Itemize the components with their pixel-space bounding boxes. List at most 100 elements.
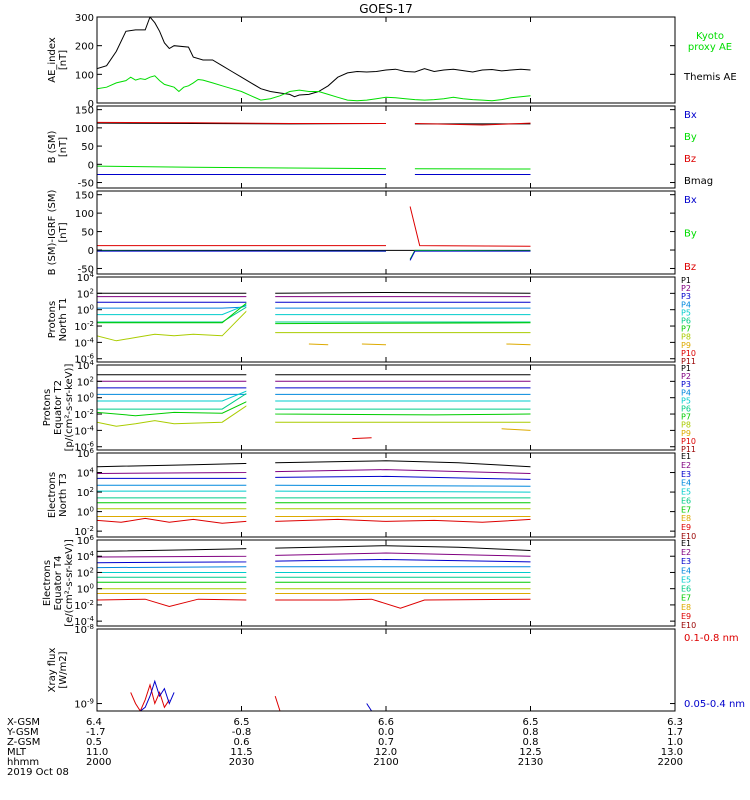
y-axis-label-electrons_t4: Electrons	[42, 560, 53, 606]
channel-label-protons_t2: P1	[681, 364, 691, 373]
orbit-row-label: hhmm	[7, 757, 39, 768]
legend-entry-ae: Themis AE	[683, 72, 737, 83]
series-line-protons_t1-5	[97, 306, 531, 323]
series-line-ae-1	[97, 75, 531, 102]
channel-label-protons_t1: P2	[681, 284, 691, 293]
orbit-value: 0.8	[523, 737, 539, 748]
orbit-value: 12.0	[375, 747, 397, 758]
series-line-xray-0	[130, 683, 170, 711]
orbit-value: 0.7	[378, 737, 394, 748]
y-tick-label-electrons_t4: 106	[77, 534, 95, 547]
channel-label-electrons_t4: E5	[681, 575, 691, 584]
y-tick-label-ae: 100	[75, 70, 94, 81]
y-tick-label-bsm: 100	[75, 124, 94, 135]
y-tick-label-ae: 300	[75, 13, 94, 24]
orbit-row-label: MLT	[7, 747, 27, 758]
channel-label-electrons_t4: E7	[681, 594, 691, 603]
orbit-value: 13.0	[661, 747, 683, 758]
series-line-protons_t1-0	[97, 291, 531, 294]
date-label: 2019 Oct 08	[7, 767, 69, 778]
channel-label-electrons_t4: E10	[681, 621, 696, 630]
y-axis-label-ae: AE_index	[47, 37, 58, 83]
channel-label-electrons_t3: E4	[681, 479, 691, 488]
orbit-value: 1.7	[667, 727, 683, 738]
channel-label-protons_t1: P10	[681, 349, 696, 358]
orbit-value: 6.3	[667, 717, 683, 728]
y-tick-label-bigrf: -50	[78, 264, 94, 275]
series-line-bigrf-3	[97, 250, 531, 261]
series-line-xray-2	[274, 695, 281, 711]
legend-entry-bsm: Bz	[684, 154, 696, 165]
y-tick-label-bsm: 50	[81, 142, 94, 153]
legend-entry-bigrf: By	[684, 229, 697, 240]
channel-label-electrons_t4: E3	[681, 557, 691, 566]
panel-frame-protons_t2	[96, 364, 676, 451]
y-tick-label-protons_t2: 10-2	[74, 408, 94, 421]
y-tick-label-electrons_t3: 102	[77, 486, 94, 499]
y-axis-label-bsm: B (SM)	[47, 130, 58, 163]
channel-label-protons_t1: P7	[681, 325, 691, 334]
channel-label-protons_t2: P9	[681, 429, 691, 438]
orbit-value: 6.5	[234, 717, 250, 728]
series-line-bigrf-1	[97, 206, 531, 247]
plot-title: GOES-17	[359, 2, 413, 16]
channel-label-protons_t2: P8	[681, 421, 691, 430]
series-line-electrons_t3-0	[97, 460, 531, 468]
series-line-electrons_t4-1	[97, 552, 531, 558]
y-tick-label-protons_t2: 102	[77, 375, 94, 388]
y-axis-label-electrons_t3: North T3	[58, 473, 69, 517]
legend-entry-xray: 0.05-0.4 nm	[684, 699, 745, 710]
series-line-protons_t2-4	[97, 390, 531, 402]
y-tick-label-ae: 200	[75, 42, 94, 53]
channel-label-electrons_t3: E2	[681, 461, 691, 470]
orbit-value: 12.5	[519, 747, 541, 758]
legend-entry-ae: Kyoto	[696, 31, 724, 42]
legend-entry-ae: proxy AE	[688, 42, 732, 53]
y-tick-label-protons_t2: 100	[77, 392, 94, 405]
series-line-bsm-1	[97, 121, 531, 126]
y-axis-label-bsm: [nT]	[58, 137, 69, 157]
series-line-protons_t2-8	[501, 428, 531, 431]
series-line-electrons_t3-9	[97, 517, 531, 524]
channel-label-protons_t1: P4	[681, 300, 691, 309]
y-axis-label-protons_t1: Protons	[47, 301, 58, 338]
channel-label-protons_t2: P6	[681, 405, 691, 414]
channel-label-protons_t1: P1	[681, 276, 691, 285]
y-tick-label-ae: 0	[88, 99, 94, 110]
legend-entry-bsm: By	[684, 132, 697, 143]
channel-label-electrons_t3: E10	[681, 532, 696, 541]
y-tick-label-protons_t2: 104	[77, 359, 95, 372]
y-axis-label-ae: [nT]	[58, 50, 69, 70]
y-axis-label-protons_t1: North T1	[58, 298, 69, 342]
data-gap-electrons_t4	[246, 540, 276, 626]
y-tick-label-protons_t1: 10-4	[74, 336, 94, 349]
orbit-value: 0.0	[378, 727, 394, 738]
channel-label-protons_t2: P5	[681, 396, 691, 405]
orbit-value: 0.5	[86, 737, 102, 748]
data-gap-protons_t2	[246, 365, 276, 450]
series-line-protons_t2-5	[97, 393, 531, 410]
y-tick-label-electrons_t4: 102	[77, 566, 94, 579]
channel-label-electrons_t4: E6	[681, 585, 691, 594]
channel-label-protons_t2: P11	[681, 445, 696, 454]
y-axis-label-protons_t2: Equator T2	[53, 380, 64, 435]
data-gap-protons_t1	[246, 277, 276, 362]
channel-label-protons_t2: P3	[681, 380, 691, 389]
series-line-xray-1	[139, 679, 175, 711]
orbit-value: 2000	[86, 757, 111, 768]
y-tick-label-electrons_t3: 104	[77, 467, 95, 480]
channel-label-electrons_t3: E5	[681, 488, 691, 497]
orbit-row-label: Y-GSM	[6, 727, 39, 738]
channel-label-protons_t1: P8	[681, 333, 691, 342]
series-line-ae-0	[97, 17, 531, 98]
series-line-protons_t2-9	[352, 437, 372, 440]
orbit-row-label: Z-GSM	[7, 737, 40, 748]
y-tick-label-protons_t1: 102	[77, 287, 94, 300]
y-tick-label-bigrf: 100	[75, 209, 94, 220]
